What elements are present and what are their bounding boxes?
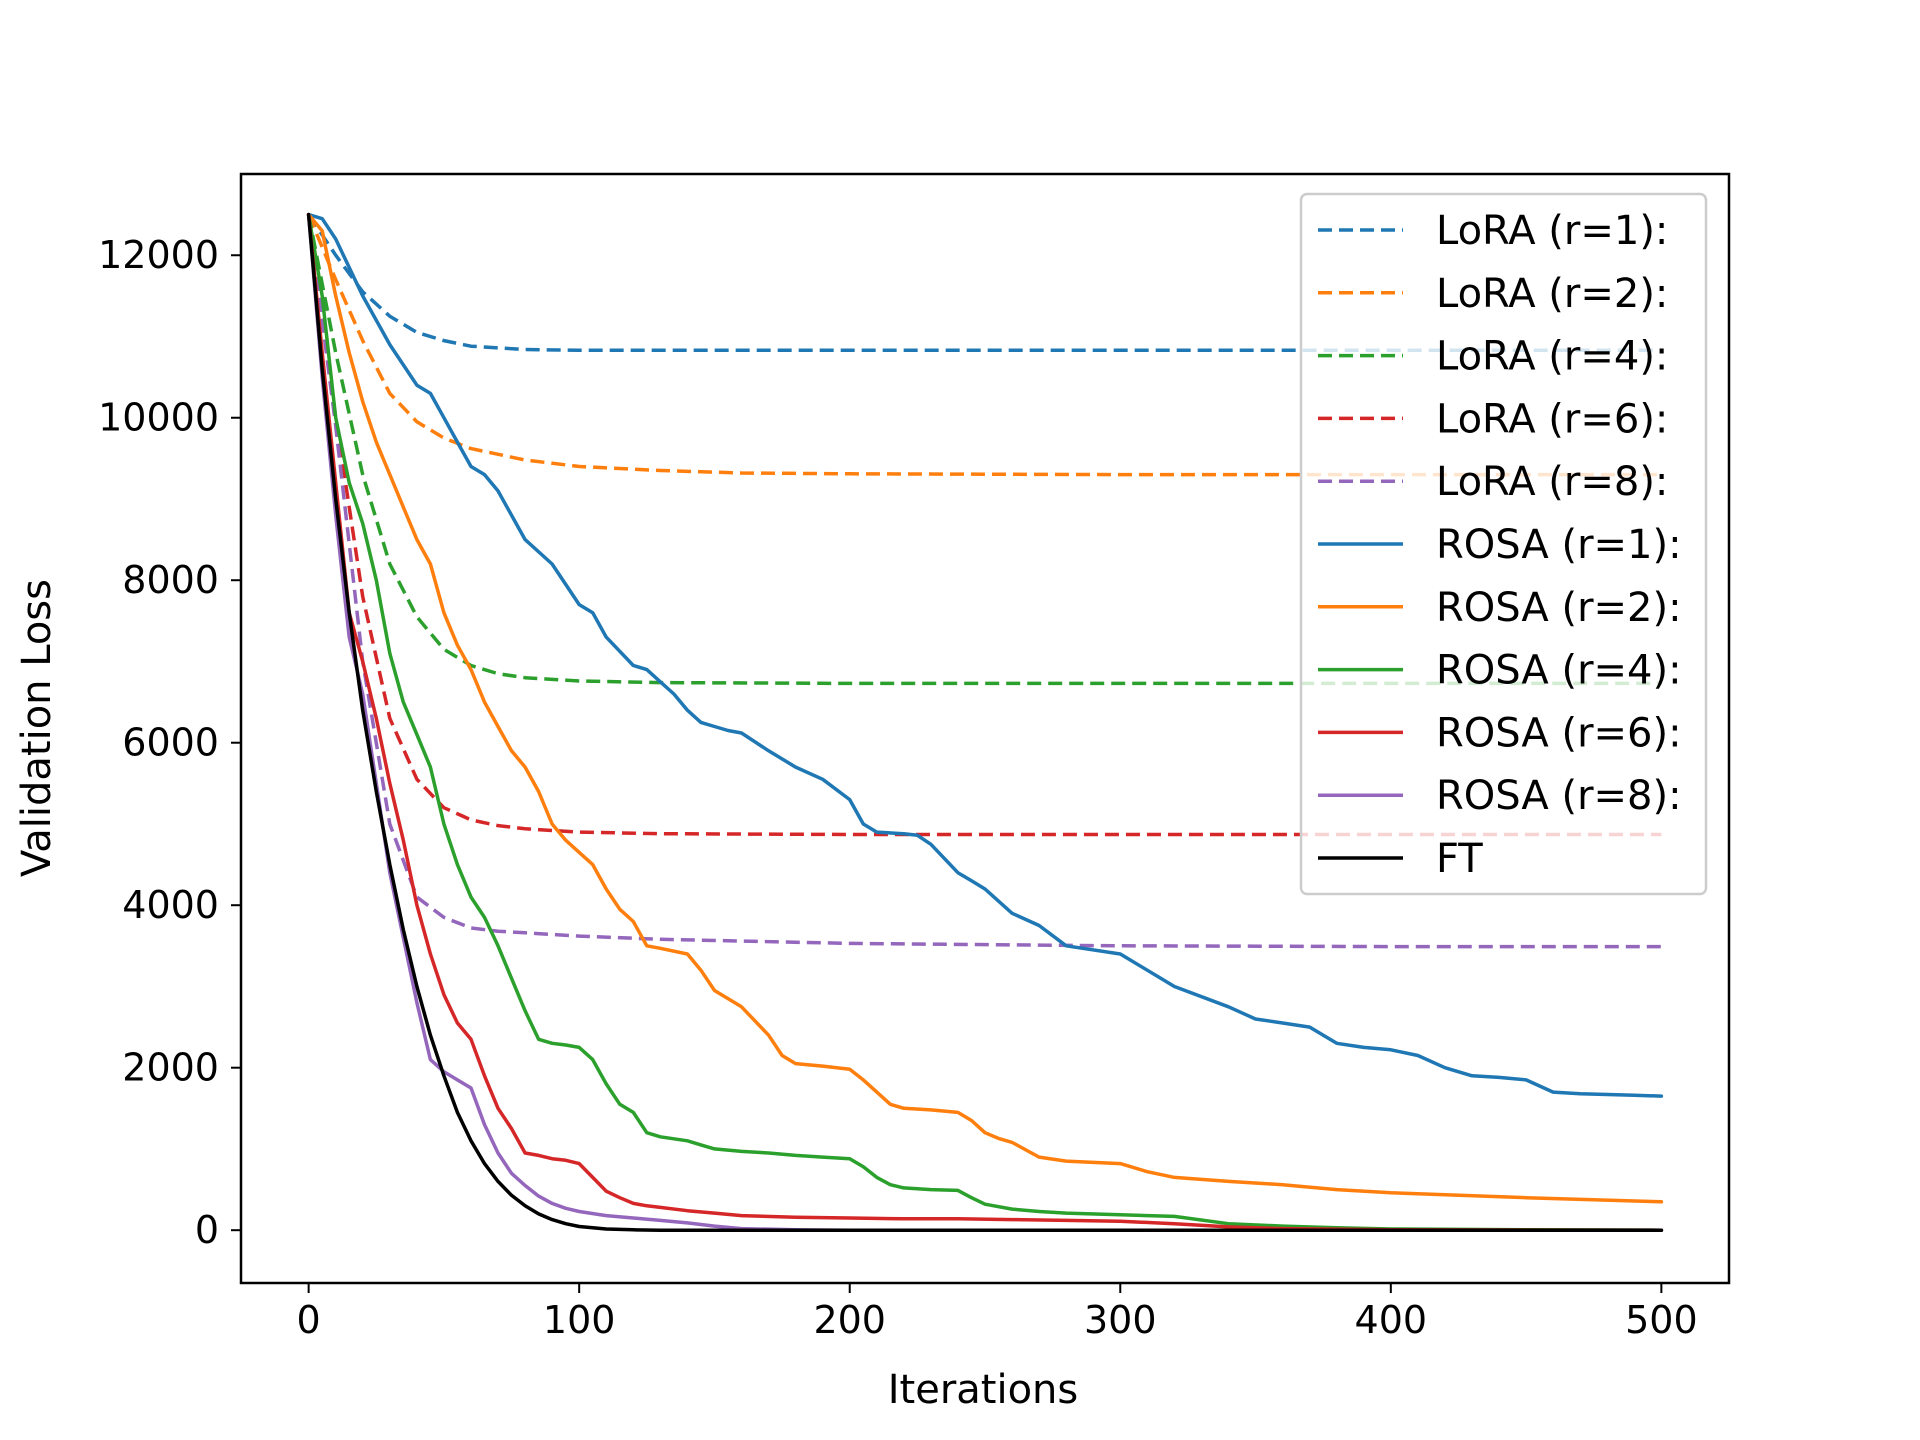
legend-label: LoRA (r=2): bbox=[1436, 271, 1668, 317]
legend-label: LoRA (r=4): bbox=[1436, 334, 1668, 380]
legend-label: ROSA (r=6): bbox=[1436, 710, 1682, 756]
x-tick-label: 500 bbox=[1625, 1298, 1698, 1342]
legend-label: LoRA (r=8): bbox=[1436, 459, 1668, 505]
y-tick-label: 0 bbox=[195, 1208, 219, 1252]
legend-label: LoRA (r=6): bbox=[1436, 396, 1668, 442]
legend-label: ROSA (r=1): bbox=[1436, 522, 1682, 568]
x-axis-label: Iterations bbox=[888, 1367, 1079, 1413]
x-tick-label: 400 bbox=[1355, 1298, 1428, 1342]
series-line-11 bbox=[306, 212, 1664, 1232]
series-line-8 bbox=[306, 212, 1664, 1232]
series-line-9 bbox=[306, 212, 1664, 1232]
plot-frame bbox=[239, 172, 1731, 1285]
series-line-3 bbox=[306, 214, 1662, 686]
x-axis: 0 100 200 300 400 500 bbox=[297, 1283, 1698, 1342]
series-layer bbox=[306, 212, 1664, 1232]
legend-label: ROSA (r=4): bbox=[1436, 648, 1682, 694]
series-line-6 bbox=[306, 212, 1664, 1098]
y-axis: 0 2000 4000 6000 8000 10000 12000 bbox=[98, 233, 241, 1252]
legend-label: LoRA (r=1): bbox=[1436, 208, 1668, 254]
x-tick-label: 200 bbox=[813, 1298, 886, 1342]
series-line-1 bbox=[307, 213, 1662, 353]
x-tick-label: 100 bbox=[543, 1298, 616, 1342]
legend-box bbox=[1299, 192, 1708, 896]
series-line-5 bbox=[306, 214, 1662, 949]
series-line-7 bbox=[306, 212, 1664, 1204]
legend-label: FT bbox=[1436, 836, 1483, 882]
x-tick-label: 300 bbox=[1084, 1298, 1157, 1342]
y-tick-label: 6000 bbox=[122, 721, 219, 765]
series-line-4 bbox=[306, 214, 1662, 837]
legend-label: ROSA (r=8): bbox=[1436, 773, 1682, 819]
legend: LoRA (r=1): LoRA (r=2): LoRA (r=4): LoRA (r… bbox=[1299, 192, 1708, 896]
legend-label: ROSA (r=2): bbox=[1436, 585, 1682, 631]
y-tick-label: 12000 bbox=[98, 233, 219, 277]
y-tick-label: 2000 bbox=[122, 1046, 219, 1090]
x-tick-label: 0 bbox=[297, 1298, 321, 1342]
y-axis-label: Validation Loss bbox=[14, 579, 60, 877]
series-line-2 bbox=[306, 213, 1662, 477]
y-tick-label: 10000 bbox=[98, 396, 219, 440]
y-tick-label: 8000 bbox=[122, 558, 219, 602]
y-tick-label: 4000 bbox=[122, 883, 219, 927]
